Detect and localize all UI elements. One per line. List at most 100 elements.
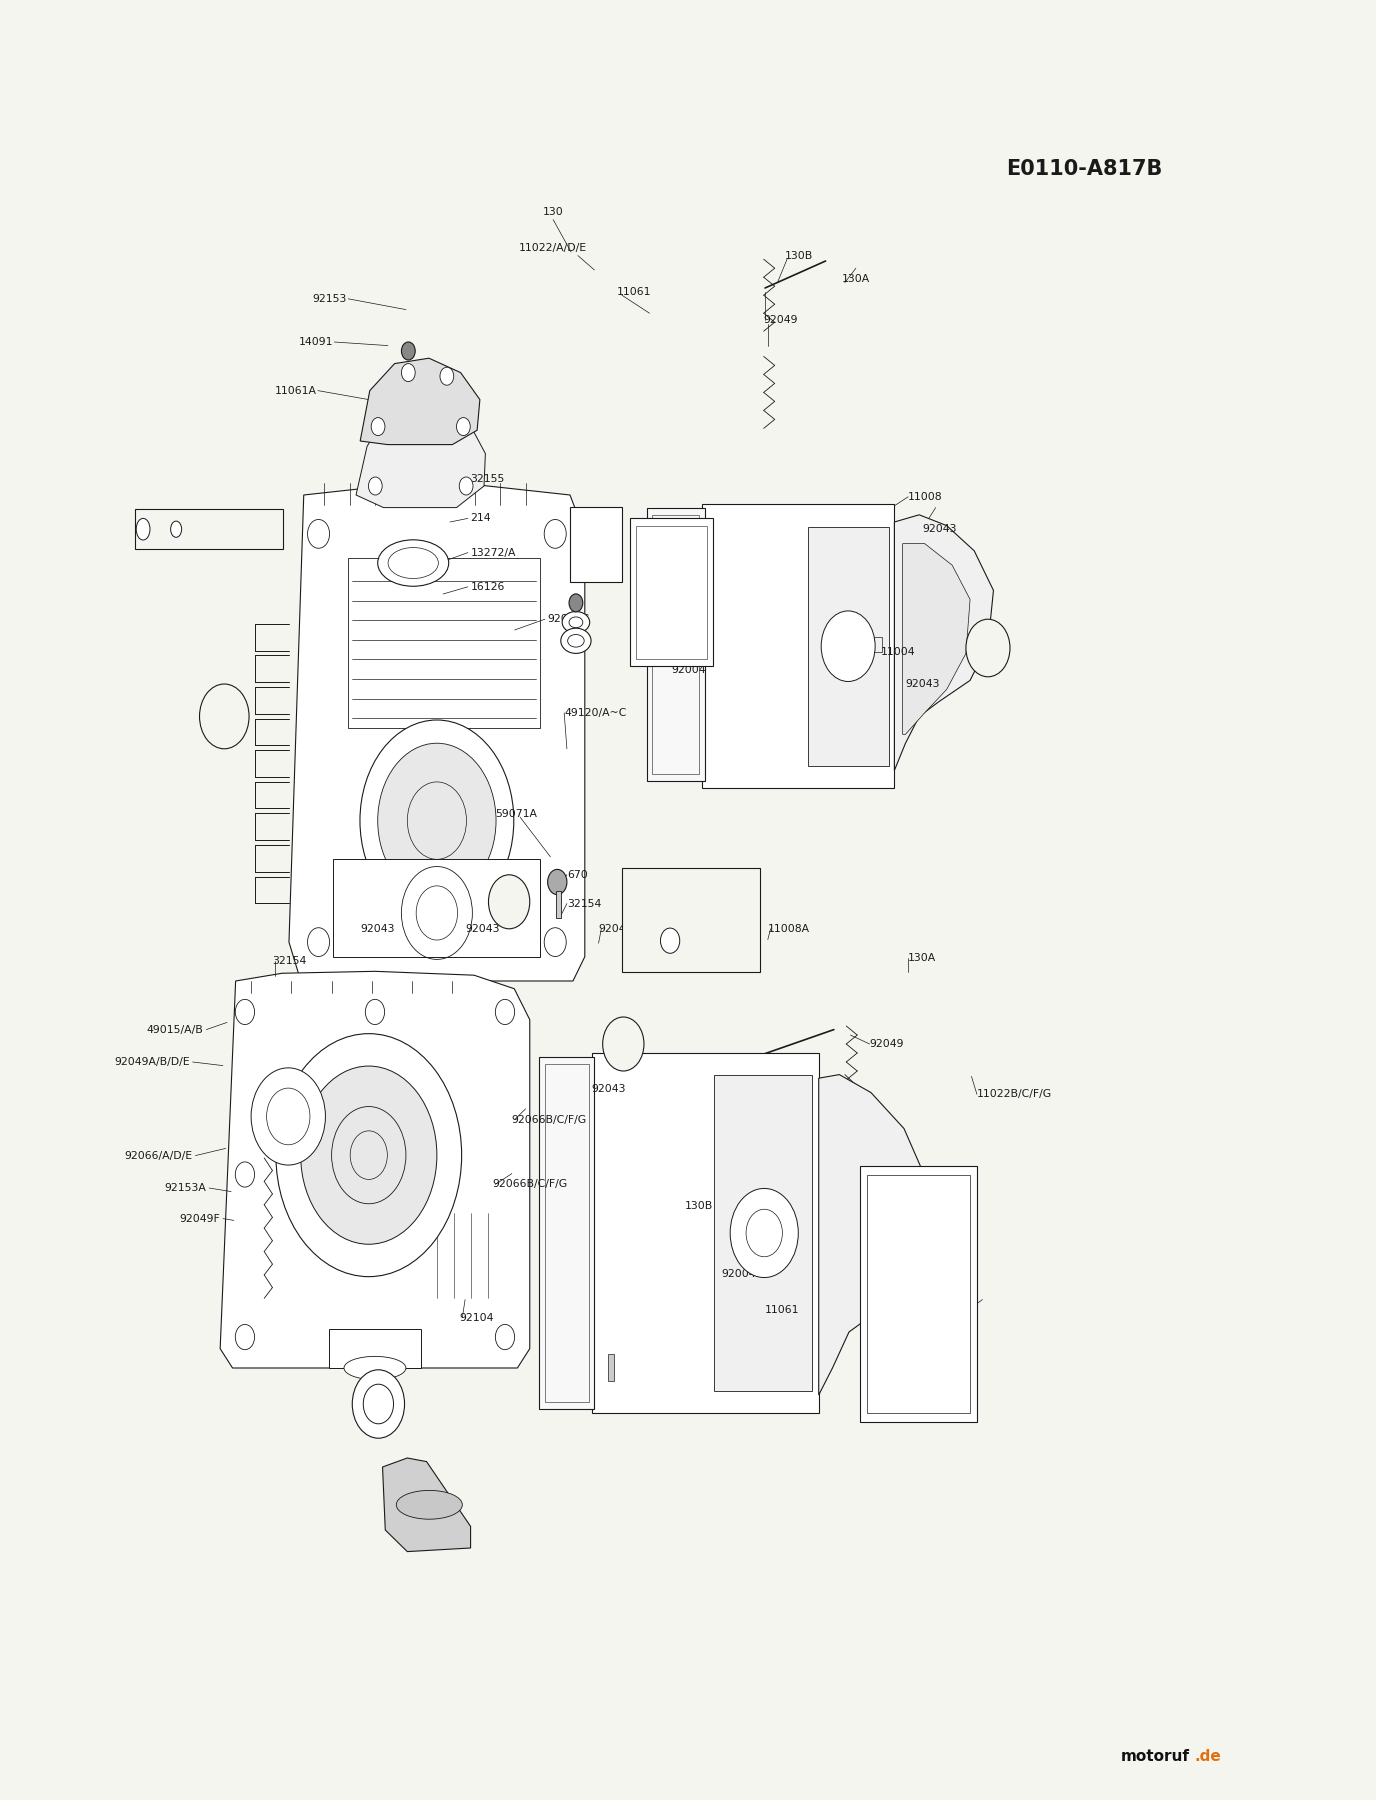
Text: 130A: 130A bbox=[674, 527, 703, 538]
Text: 92043: 92043 bbox=[922, 524, 956, 535]
Ellipse shape bbox=[352, 1370, 405, 1438]
Text: 92049: 92049 bbox=[870, 1039, 904, 1049]
Circle shape bbox=[252, 1067, 326, 1165]
Circle shape bbox=[440, 367, 454, 385]
Text: 130A: 130A bbox=[765, 1237, 794, 1247]
Circle shape bbox=[495, 1325, 515, 1350]
Ellipse shape bbox=[377, 540, 449, 587]
Ellipse shape bbox=[136, 518, 150, 540]
Text: 92153: 92153 bbox=[312, 293, 347, 304]
Bar bbox=[333, 859, 541, 958]
Circle shape bbox=[300, 1066, 438, 1244]
Bar bbox=[556, 891, 561, 918]
Text: A: A bbox=[984, 643, 992, 653]
Text: 92066B/C/F/G: 92066B/C/F/G bbox=[512, 1114, 588, 1125]
Text: 92043: 92043 bbox=[599, 923, 633, 934]
Bar bbox=[647, 508, 705, 781]
Circle shape bbox=[361, 720, 513, 922]
Ellipse shape bbox=[363, 1384, 394, 1424]
Bar bbox=[592, 1053, 819, 1413]
Ellipse shape bbox=[171, 522, 182, 536]
Polygon shape bbox=[819, 1075, 926, 1395]
Text: 16126: 16126 bbox=[471, 581, 505, 592]
Text: 130B: 130B bbox=[685, 1201, 714, 1211]
Circle shape bbox=[275, 1033, 462, 1276]
Circle shape bbox=[372, 418, 385, 436]
Polygon shape bbox=[383, 1458, 471, 1552]
Bar bbox=[545, 1064, 589, 1402]
Text: 49015/A/B: 49015/A/B bbox=[147, 1024, 204, 1035]
Text: 32154: 32154 bbox=[272, 956, 307, 967]
Circle shape bbox=[402, 342, 416, 360]
Text: motoruf: motoruf bbox=[1121, 1750, 1190, 1764]
Text: 130: 130 bbox=[542, 207, 564, 218]
Text: 670: 670 bbox=[567, 869, 588, 880]
Bar bbox=[636, 526, 707, 659]
Polygon shape bbox=[289, 482, 585, 981]
Text: A: A bbox=[220, 711, 228, 722]
Bar bbox=[714, 1075, 812, 1391]
Text: 92043: 92043 bbox=[465, 923, 499, 934]
Bar bbox=[702, 504, 894, 788]
Text: 92066B/C/F/G: 92066B/C/F/G bbox=[493, 1179, 568, 1190]
Text: 32154: 32154 bbox=[567, 898, 601, 909]
Ellipse shape bbox=[561, 628, 592, 653]
Text: (49120A~C): (49120A~C) bbox=[660, 886, 721, 896]
Text: 11008: 11008 bbox=[908, 491, 943, 502]
Bar bbox=[867, 1175, 970, 1413]
Circle shape bbox=[235, 1163, 255, 1188]
Circle shape bbox=[366, 999, 385, 1024]
Bar bbox=[652, 515, 699, 774]
Bar bbox=[570, 508, 622, 583]
Text: 130B: 130B bbox=[784, 250, 813, 261]
Circle shape bbox=[402, 364, 416, 382]
Bar bbox=[329, 1328, 421, 1368]
Text: 92049A/B/D/E: 92049A/B/D/E bbox=[114, 1057, 190, 1067]
Text: 92043: 92043 bbox=[361, 923, 395, 934]
Circle shape bbox=[377, 743, 495, 898]
Text: 11004: 11004 bbox=[691, 923, 725, 934]
Bar bbox=[539, 1057, 594, 1409]
Ellipse shape bbox=[396, 1490, 462, 1519]
Text: 11022B/C/F/G: 11022B/C/F/G bbox=[977, 1089, 1053, 1100]
Text: 11004: 11004 bbox=[881, 646, 915, 657]
Bar bbox=[135, 509, 283, 549]
Circle shape bbox=[660, 929, 680, 954]
Text: .de: .de bbox=[1194, 1750, 1221, 1764]
Circle shape bbox=[570, 594, 583, 612]
Ellipse shape bbox=[563, 612, 590, 634]
Text: 130A: 130A bbox=[842, 274, 871, 284]
Circle shape bbox=[603, 1017, 644, 1071]
Ellipse shape bbox=[344, 1357, 406, 1379]
Text: 13272/A: 13272/A bbox=[471, 547, 516, 558]
Bar bbox=[874, 637, 882, 652]
Text: 14091: 14091 bbox=[299, 337, 333, 347]
Polygon shape bbox=[361, 358, 480, 445]
Text: 11061: 11061 bbox=[616, 286, 651, 297]
Bar bbox=[860, 1166, 977, 1422]
Text: 59071: 59071 bbox=[706, 938, 736, 949]
Bar bbox=[348, 558, 541, 729]
Text: 92004: 92004 bbox=[671, 664, 706, 675]
Circle shape bbox=[548, 869, 567, 895]
Text: 11022/A/D/E: 11022/A/D/E bbox=[519, 243, 588, 254]
Text: 92104: 92104 bbox=[460, 1312, 494, 1323]
Text: 92153A: 92153A bbox=[165, 1183, 206, 1193]
Polygon shape bbox=[894, 515, 993, 770]
Ellipse shape bbox=[570, 617, 583, 628]
Text: 92049: 92049 bbox=[764, 315, 798, 326]
Text: B: B bbox=[505, 896, 513, 907]
Circle shape bbox=[488, 875, 530, 929]
Text: 92004: 92004 bbox=[721, 1269, 755, 1280]
Circle shape bbox=[200, 684, 249, 749]
Text: 49120/A~C: 49120/A~C bbox=[564, 707, 626, 718]
Polygon shape bbox=[220, 972, 530, 1368]
Text: 92049C: 92049C bbox=[548, 614, 590, 625]
Text: 214: 214 bbox=[471, 513, 491, 524]
Circle shape bbox=[235, 999, 255, 1024]
Text: 11061A: 11061A bbox=[274, 385, 316, 396]
Circle shape bbox=[460, 477, 473, 495]
Text: 11008A: 11008A bbox=[768, 923, 810, 934]
Bar bbox=[608, 1354, 614, 1381]
Circle shape bbox=[821, 610, 875, 682]
